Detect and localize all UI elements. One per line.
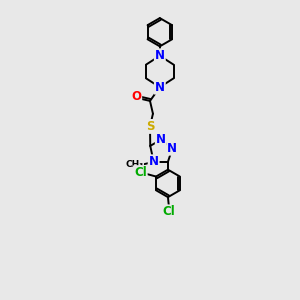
Text: S: S xyxy=(146,120,154,133)
Text: N: N xyxy=(156,133,166,146)
Text: Cl: Cl xyxy=(163,206,175,218)
Text: N: N xyxy=(167,142,177,155)
Text: N: N xyxy=(155,49,165,62)
Text: CH₃: CH₃ xyxy=(125,160,143,169)
Text: O: O xyxy=(131,91,141,103)
Text: N: N xyxy=(155,81,165,94)
Text: N: N xyxy=(148,155,159,168)
Text: Cl: Cl xyxy=(134,166,147,179)
